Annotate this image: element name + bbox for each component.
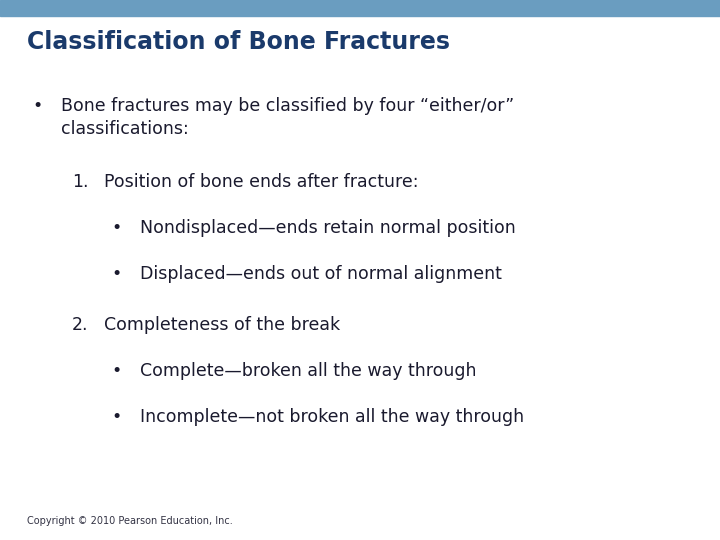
Text: •: • — [112, 265, 122, 282]
Text: 1.: 1. — [72, 173, 89, 191]
Text: Position of bone ends after fracture:: Position of bone ends after fracture: — [104, 173, 419, 191]
Text: 2.: 2. — [72, 316, 89, 334]
Text: Complete—broken all the way through: Complete—broken all the way through — [140, 362, 477, 380]
Text: •: • — [32, 97, 42, 115]
Text: •: • — [112, 408, 122, 426]
Text: Nondisplaced—ends retain normal position: Nondisplaced—ends retain normal position — [140, 219, 516, 237]
Text: •: • — [112, 219, 122, 237]
Text: Incomplete—not broken all the way through: Incomplete—not broken all the way throug… — [140, 408, 525, 426]
Text: Copyright © 2010 Pearson Education, Inc.: Copyright © 2010 Pearson Education, Inc. — [27, 516, 233, 526]
Text: Classification of Bone Fractures: Classification of Bone Fractures — [27, 30, 451, 53]
FancyBboxPatch shape — [0, 0, 720, 16]
Text: •: • — [112, 362, 122, 380]
Text: Displaced—ends out of normal alignment: Displaced—ends out of normal alignment — [140, 265, 503, 282]
Text: Completeness of the break: Completeness of the break — [104, 316, 341, 334]
Text: Bone fractures may be classified by four “either/or”
classifications:: Bone fractures may be classified by four… — [61, 97, 515, 138]
